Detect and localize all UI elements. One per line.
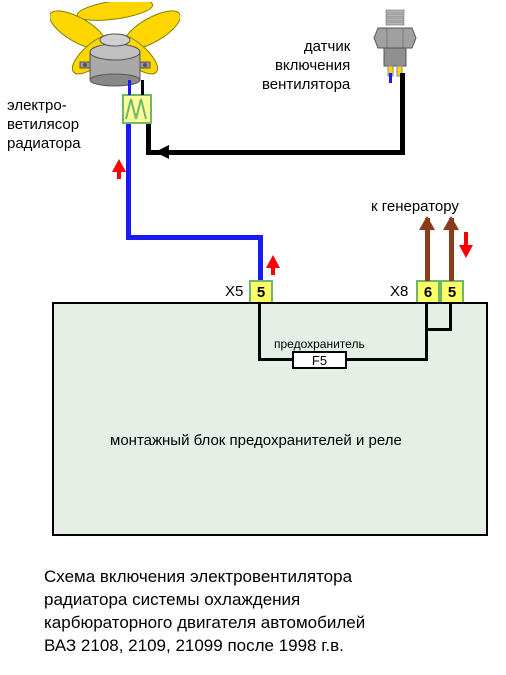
wire-black-2 (146, 150, 405, 155)
x8-pin6-label: 6 (424, 284, 432, 301)
wire-inside-2 (258, 358, 292, 361)
wire-fan-to-relay-black (141, 80, 144, 95)
fuse-f5: F5 (292, 351, 347, 369)
wire-blue-1 (126, 124, 131, 240)
wiring-diagram: электро- ветилясор радиатора датчик вклю… (0, 0, 506, 675)
arrow-red-fan (112, 159, 126, 179)
wire-black-3 (146, 124, 151, 155)
x5-pin-label: 5 (257, 284, 265, 301)
arrow-brown-1 (419, 216, 435, 236)
sensor-label: датчик включения вентилятора (262, 38, 350, 94)
fuse-label: предохранитель (274, 337, 365, 352)
x8-pin5-connector: 5 (440, 280, 464, 304)
wire-blue-s1 (389, 73, 392, 83)
x8-pin5-label: 5 (448, 284, 456, 301)
x8-pin6-connector: 6 (416, 280, 440, 304)
caption: Схема включения электровентилятора радиа… (44, 566, 365, 658)
wire-inside-4 (425, 304, 428, 361)
fan-label: электро- ветилясор радиатора (7, 97, 81, 153)
fuse-relay-block (52, 302, 488, 536)
wire-inside-6 (425, 328, 452, 331)
arrow-brown-2 (443, 216, 459, 236)
x8-label: X8 (390, 283, 408, 302)
wire-blue-2 (126, 235, 263, 240)
arrow-black-left (155, 143, 173, 161)
wire-fan-to-relay-blue (128, 80, 131, 95)
generator-label: к генератору (371, 198, 459, 217)
wire-inside-1 (258, 304, 261, 360)
wire-black-1 (400, 73, 405, 155)
sensor-icon (370, 8, 420, 88)
x5-label: X5 (225, 283, 243, 302)
block-label: монтажный блок предохранителей и реле (110, 432, 402, 451)
wire-inside-5 (449, 304, 452, 331)
arrow-red-x5 (266, 255, 280, 275)
fan-relay-icon (122, 94, 152, 124)
fan-icon (50, 2, 180, 92)
x5-connector: 5 (249, 280, 273, 304)
arrow-red-gen (459, 232, 473, 258)
wire-inside-3 (347, 358, 427, 361)
fuse-id: F5 (312, 353, 327, 368)
